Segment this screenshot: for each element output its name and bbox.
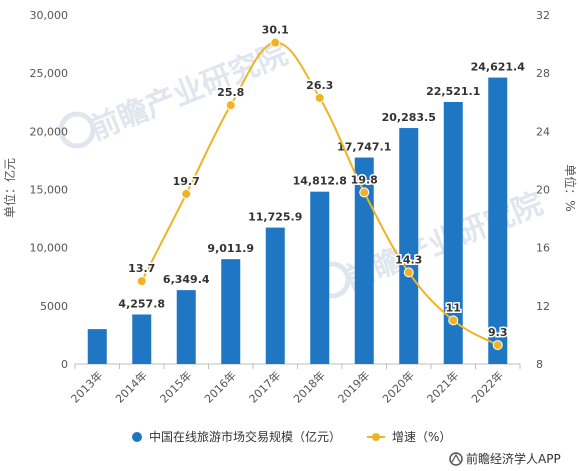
y-left-tick-label: 0	[61, 358, 68, 371]
y-right-axis-title: 单位：%	[563, 164, 578, 211]
bar-0	[87, 329, 107, 364]
bar-1	[132, 314, 152, 364]
x-tick-label: 2016年	[201, 368, 238, 405]
y-right-tick-label: 28	[536, 67, 550, 80]
source-credit: 前瞻经济学人APP	[449, 451, 561, 466]
legend: 中国在线旅游市场交易规模（亿元） 增速（%）	[132, 429, 451, 444]
growth-value-label: 9.3	[488, 326, 508, 339]
bar-value-label: 14,812.8	[293, 175, 347, 188]
y-right-tick-label: 20	[536, 184, 550, 197]
growth-value-label: 25.8	[217, 86, 244, 99]
growth-value-label: 30.1	[262, 24, 289, 37]
growth-point-9	[492, 340, 503, 351]
growth-point-7	[403, 267, 414, 278]
growth-line-series: 13.7 19.7 25.8 30.1 26.3 19.8 14.3 11 9.3	[127, 22, 509, 351]
bar-8	[443, 102, 463, 364]
bar-value-label: 6,349.4	[163, 273, 210, 286]
bar-value-label: 24,621.4	[471, 61, 526, 74]
bar-value-label: 11,725.9	[248, 211, 302, 224]
x-tick-label: 2019年	[335, 368, 372, 405]
y-left-tick-label: 15,000	[30, 184, 69, 197]
x-tick-label: 2018年	[290, 368, 327, 405]
y-right-tick-label: 16	[536, 242, 550, 255]
source-text: 前瞻经济学人APP	[466, 451, 561, 466]
y-left-tick-label: 10,000	[30, 242, 69, 255]
growth-point-1	[136, 276, 147, 287]
y-left-tick-label: 20,000	[30, 125, 69, 138]
x-tick-label: 2017年	[246, 368, 283, 405]
bar-value-label: 22,521.1	[426, 85, 480, 98]
y-right-tick-label: 8	[536, 358, 543, 371]
source-logo-mark	[451, 453, 461, 463]
x-tick-label: 2022年	[468, 368, 505, 405]
growth-point-8	[448, 315, 459, 326]
x-tick-label: 2021年	[424, 368, 461, 405]
y-left-ticks: 0 5000 10,000 15,000 20,000 25,000 30,000	[30, 9, 69, 371]
bar-value-label: 4,257.8	[118, 297, 165, 310]
growth-value-label: 19.7	[173, 175, 200, 188]
bar-7	[399, 128, 419, 364]
growth-value-label: 19.8	[351, 173, 378, 186]
x-tick-label: 2014年	[112, 368, 149, 405]
y-left-tick-label: 5000	[40, 300, 68, 313]
bar-5	[310, 191, 330, 364]
growth-point-2	[181, 188, 192, 199]
watermark-logo-icon	[58, 111, 96, 149]
legend-bar-label: 中国在线旅游市场交易规模（亿元）	[149, 429, 341, 444]
x-tick-label: 2015年	[157, 368, 194, 405]
y-left-tick-label: 30,000	[30, 9, 69, 22]
growth-point-5	[314, 92, 325, 103]
bar-series: 4,257.8 6,349.4 9,011.9 11,725.9 14,812.8 17,…	[87, 61, 526, 364]
bar-9	[488, 77, 508, 364]
watermark-group: 前瞻产业研究院前瞻产业研究院	[58, 36, 548, 299]
legend-bar-marker	[132, 432, 142, 442]
legend-line-label: 增速（%）	[392, 430, 451, 444]
bar-6	[354, 157, 374, 364]
bar-4	[265, 227, 285, 364]
y-right-tick-label: 32	[536, 9, 550, 22]
legend-line-marker	[372, 433, 380, 441]
source-logo-icon	[449, 452, 463, 466]
x-tick-label: 2013年	[68, 368, 105, 405]
bar-value-label: 9,011.9	[207, 242, 254, 255]
y-left-tick-label: 25,000	[30, 67, 69, 80]
bar-value-label: 20,283.5	[382, 111, 436, 124]
y-right-tick-label: 12	[536, 300, 550, 313]
bar-2	[176, 290, 196, 364]
growth-point-6	[359, 187, 370, 198]
x-tick-label: 2020年	[379, 368, 416, 405]
bar-value-label: 17,747.1	[337, 141, 391, 154]
bar-3	[221, 259, 241, 364]
growth-point-4	[270, 37, 281, 48]
growth-value-label: 14.3	[395, 253, 422, 266]
y-left-axis-title: 单位：亿元	[2, 158, 17, 218]
growth-point-3	[225, 100, 236, 111]
growth-value-label: 13.7	[128, 262, 155, 275]
x-ticks: 2013年 2014年 2015年 2016年 2017年 2018年 2019年 2020年…	[68, 364, 521, 406]
growth-value-label: 26.3	[306, 79, 333, 92]
growth-value-label: 11	[446, 301, 461, 314]
y-right-tick-label: 24	[536, 125, 550, 138]
y-right-ticks: 8 12 16 20 24 28 32	[536, 9, 550, 371]
